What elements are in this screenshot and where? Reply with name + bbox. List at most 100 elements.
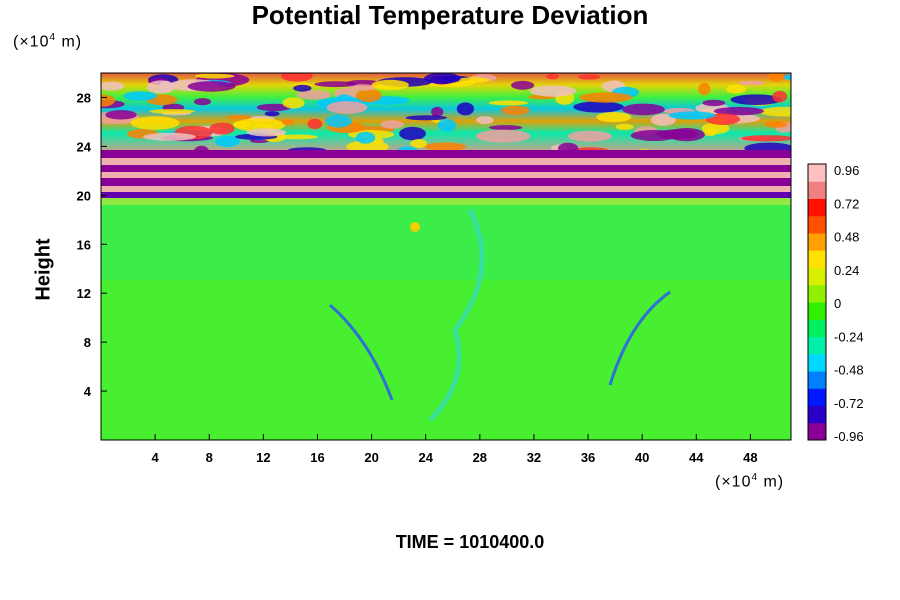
x-tick-label: 28 (473, 450, 487, 465)
band-8 (101, 198, 791, 205)
turbulence-blob (276, 134, 318, 140)
turbulence-blob (149, 109, 195, 114)
turbulence-blob (424, 73, 461, 84)
y-axis-unit: (×104 m) (13, 32, 82, 51)
band-7 (101, 192, 791, 198)
colorbar: 0.96 0.72 0.48 0.24 0 -0.24 -0.48 -0.72 -0.96 (807, 163, 864, 444)
y-unit-exponent: 4 (49, 32, 57, 43)
turbulence-blob (410, 139, 428, 148)
y-tick-label: 28 (77, 90, 91, 105)
turbulence-blob (764, 121, 788, 128)
turbulence-blob (701, 122, 730, 135)
turbulence-blob (573, 101, 624, 113)
colorbar-tick-label: -0.96 (834, 429, 864, 444)
x-tick-label: 32 (527, 450, 541, 465)
band-5 (101, 178, 791, 186)
y-unit-prefix: (×10 (13, 33, 50, 51)
colorbar-tick-label: 0.96 (834, 163, 859, 178)
turbulence-blob (698, 82, 711, 96)
turbulence-blob (281, 119, 294, 126)
turbulence-blob (314, 81, 357, 88)
x-axis-ticks: 4 8 12 16 20 24 28 32 36 40 44 48 (152, 434, 758, 465)
turbulence-blob (280, 73, 313, 82)
turbulence-blob (577, 74, 601, 80)
turbulence-blob (772, 90, 787, 103)
x-unit-suffix: m) (758, 473, 785, 491)
plot-frame (100, 72, 792, 441)
colorbar-segment (808, 302, 826, 320)
colorbar-tick-label: -0.24 (834, 329, 864, 344)
x-tick-label: 16 (310, 450, 324, 465)
turbulence-blob (307, 118, 323, 130)
turbulence-blob (123, 91, 158, 101)
colorbar-tick-label: 0.72 (834, 196, 859, 211)
colorbar-segment (808, 336, 826, 355)
chart-title: Potential Temperature Deviation (251, 0, 649, 30)
turbulence-blob (457, 77, 490, 83)
turbulence-blob (579, 92, 633, 103)
y-tick-label: 8 (84, 335, 91, 350)
turbulence-blob (264, 111, 280, 117)
time-label: TIME = 1010400.0 (395, 532, 545, 552)
turbulence-blob (296, 90, 332, 100)
turbulence-blob (226, 115, 253, 120)
turbulence-blob (380, 120, 404, 129)
turbulence-blob (159, 80, 173, 93)
turbulence-blob (475, 129, 531, 143)
turbulence-blob (630, 130, 678, 141)
colorbar-segment (808, 422, 826, 441)
x-tick-label: 40 (635, 450, 649, 465)
colorbar-segment (808, 164, 826, 182)
band-6 (101, 186, 791, 192)
colorbar-segment (808, 371, 826, 389)
turbulence-blob (567, 130, 613, 142)
x-tick-label: 36 (581, 450, 595, 465)
turbulence-blob (194, 73, 235, 79)
turbulence-blob (101, 81, 125, 91)
colorbar-tick-label: 0.24 (834, 263, 859, 278)
turbulence-blob (737, 80, 766, 86)
warm-spot (410, 222, 420, 232)
wave-arc-right (608, 290, 671, 386)
colorbar-segment (808, 215, 826, 234)
plot-area (101, 73, 791, 440)
turbulence-blob (622, 103, 665, 116)
turbulence-blob (187, 81, 236, 92)
x-tick-label: 12 (256, 450, 270, 465)
colorbar-segment (808, 353, 826, 372)
y-tick-label: 16 (77, 237, 91, 252)
turbulence-blob (501, 105, 530, 116)
colorbar-segment (808, 250, 826, 268)
turbulence-blob (668, 111, 716, 120)
turbulence-blob (105, 110, 137, 120)
turbulence-blob (232, 120, 251, 128)
turbulence-blob (130, 116, 180, 130)
turbulence-blob (194, 98, 211, 106)
turbulence-blob (546, 73, 559, 80)
turbulence-blob (355, 88, 382, 103)
colorbar-segment (808, 388, 826, 406)
plume-center (428, 208, 485, 422)
colorbar-segment (808, 319, 826, 337)
x-unit-prefix: (×10 (715, 473, 752, 491)
turbulence-blob (730, 94, 782, 105)
turbulence-blob (256, 103, 292, 112)
x-unit-exponent: 4 (751, 472, 759, 483)
turbulence-blob (293, 84, 312, 92)
x-tick-label: 8 (206, 450, 213, 465)
turbulence-blob (326, 101, 368, 114)
turbulence-blob (488, 100, 529, 106)
field-mid-layer (101, 205, 791, 280)
turbulence-blob (437, 118, 457, 132)
colorbar-tick-label: -0.48 (834, 363, 864, 378)
turbulence-blob (424, 142, 467, 151)
turbulence-blob (101, 94, 116, 107)
x-tick-label: 48 (743, 450, 757, 465)
y-unit-suffix: m) (56, 33, 83, 51)
turbulence-blob (431, 106, 444, 117)
turbulence-blob (348, 84, 376, 91)
y-axis-ticks: 4 8 12 16 20 24 28 (77, 90, 107, 399)
x-tick-label: 44 (689, 450, 704, 465)
turbulence-blob (615, 123, 634, 130)
